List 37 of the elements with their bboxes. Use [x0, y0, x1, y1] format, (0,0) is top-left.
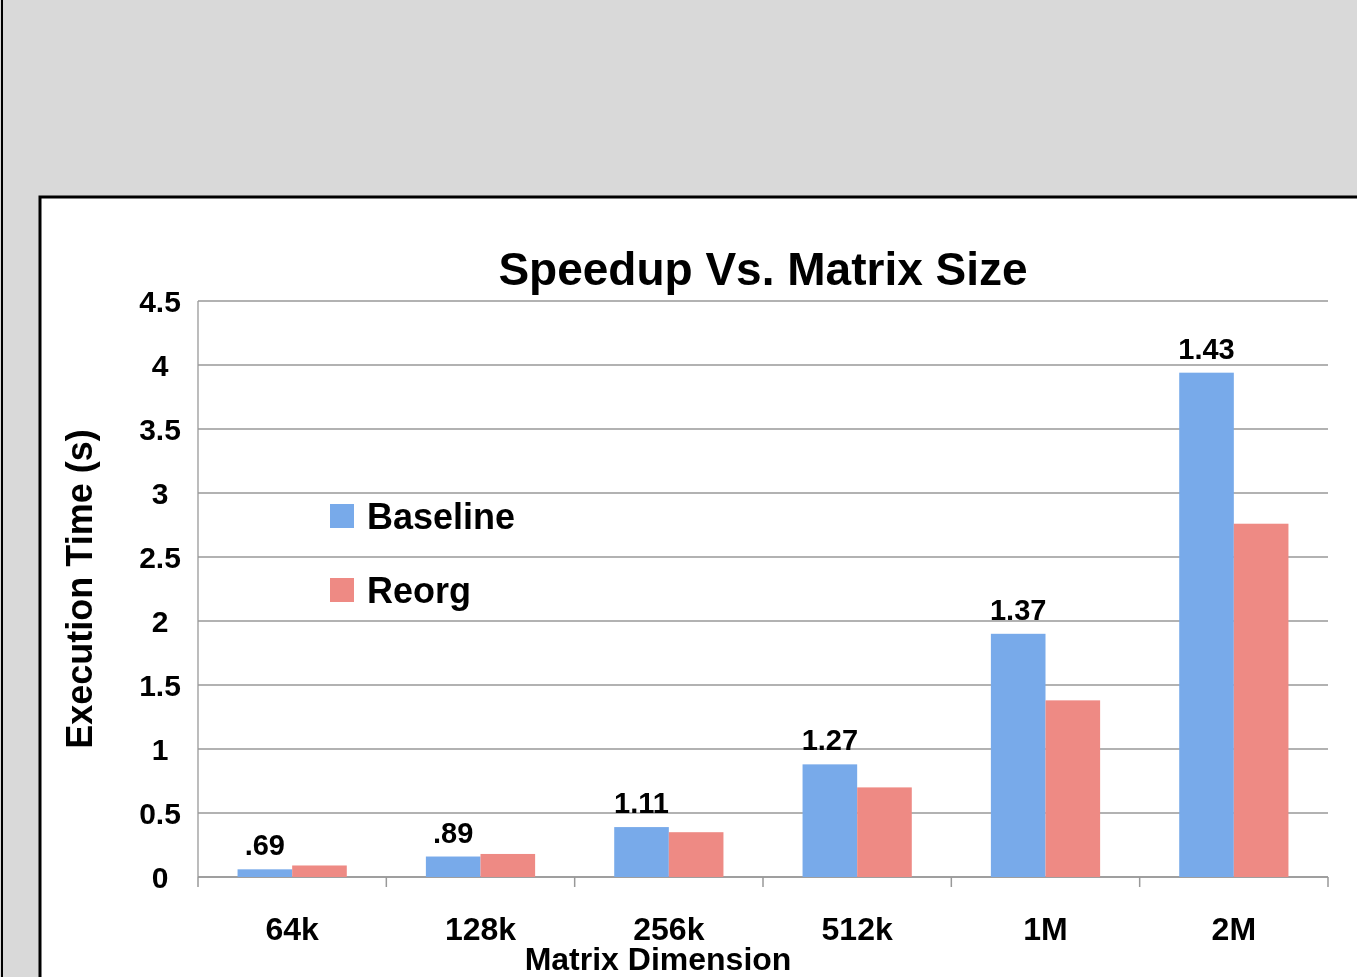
x-tick-label: 128k — [444, 911, 517, 947]
annotation: 1.37 — [989, 593, 1047, 626]
bar — [802, 764, 858, 877]
bar — [237, 869, 293, 877]
bar — [668, 832, 724, 877]
x-tick-label: 512k — [821, 911, 893, 947]
annotation: 1.43 — [1178, 332, 1235, 365]
y-tick-label: 0 — [151, 860, 169, 894]
y-tick-label: 1 — [151, 732, 169, 766]
y-tick-label: 3.5 — [139, 412, 181, 446]
x-tick-label: 64k — [265, 911, 320, 947]
y-tick-label: 0.5 — [139, 796, 181, 830]
bar — [990, 633, 1046, 877]
annotation: .69 — [244, 829, 286, 862]
legend-label: Baseline — [367, 495, 516, 537]
annotation: 1.11 — [614, 787, 669, 820]
bar — [425, 856, 481, 877]
bar — [292, 865, 347, 877]
y-tick-label: 2.5 — [139, 540, 181, 574]
x-tick-label: 1M — [1023, 911, 1068, 947]
y-tick-label: 1.5 — [139, 668, 181, 702]
chart-title: Speedup Vs. Matrix Size — [498, 243, 1028, 295]
y-tick-label: 4 — [151, 348, 169, 382]
y-tick-label: 4.5 — [139, 284, 181, 318]
y-tick-label: 2 — [151, 604, 169, 638]
bar — [480, 853, 536, 877]
bar — [1233, 523, 1289, 877]
bar — [614, 827, 669, 877]
y-tick-label: 3 — [151, 476, 169, 510]
y-axis-title: Execution Time (s) — [59, 429, 100, 749]
annotation: .89 — [433, 816, 474, 849]
bar — [857, 787, 912, 877]
annotation: 1.27 — [801, 724, 859, 757]
bar — [1179, 372, 1234, 877]
legend-label: Reorg — [367, 569, 472, 611]
bar — [1045, 700, 1101, 877]
x-tick-label: 2M — [1211, 911, 1257, 947]
